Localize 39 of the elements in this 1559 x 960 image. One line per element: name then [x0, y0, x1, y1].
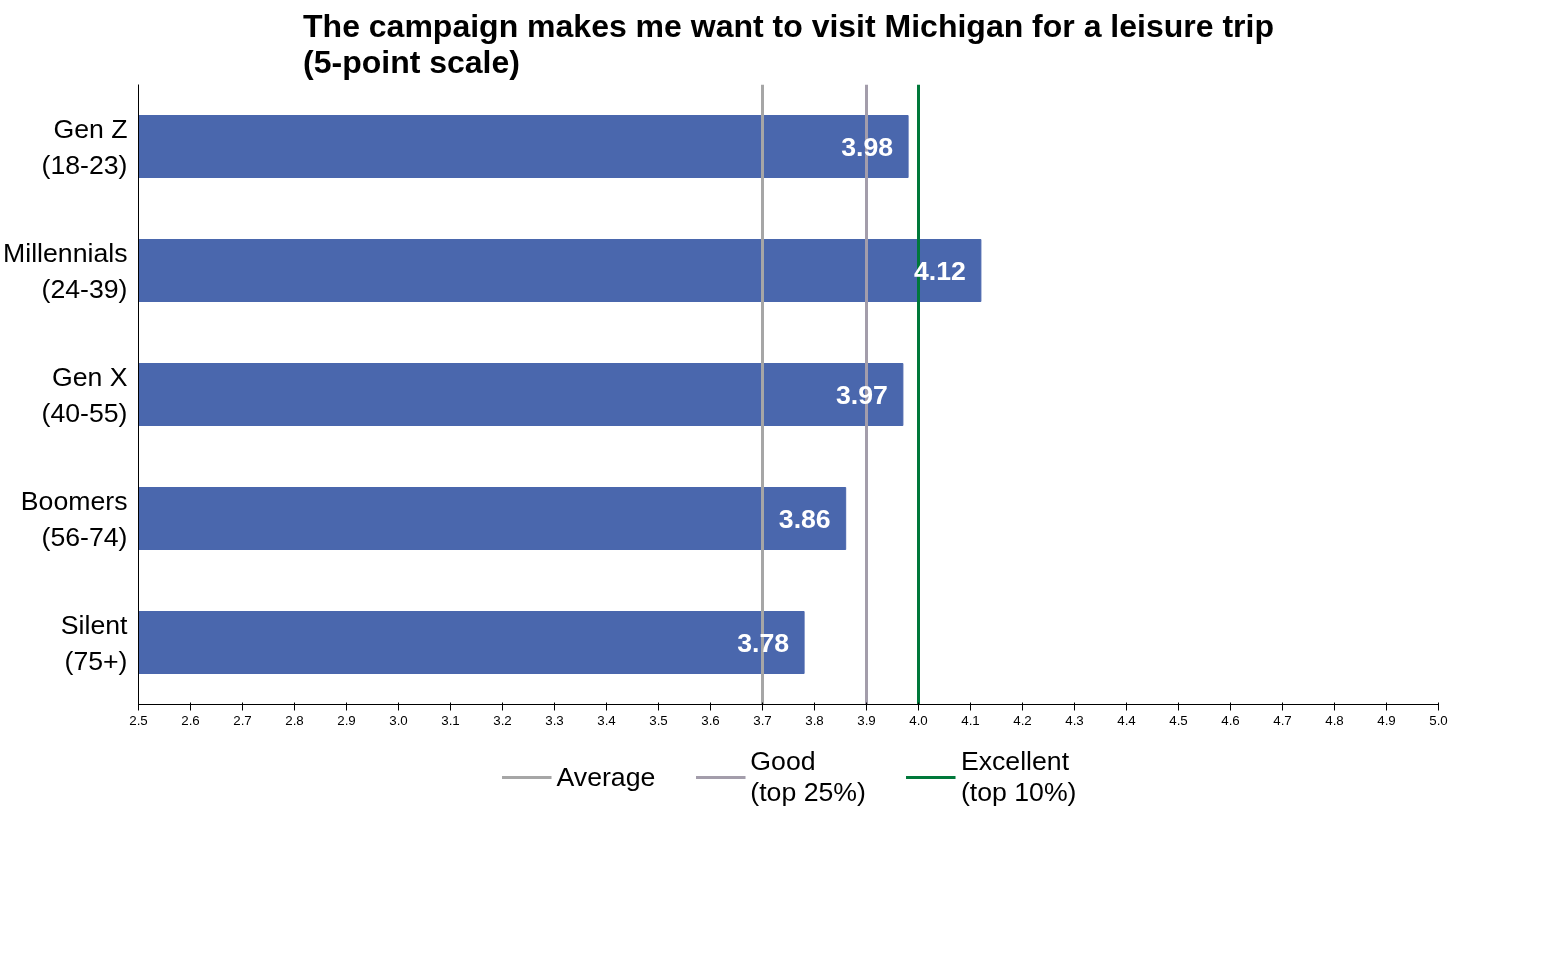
x-tick-label: 3.3 — [545, 712, 564, 728]
y-tick-label: Silent (75+) — [60, 609, 129, 676]
x-tick-label: 2.5 — [129, 712, 148, 728]
x-tick-label: 3.9 — [857, 712, 876, 728]
x-tick-label: 4.5 — [1169, 712, 1188, 728]
x-tick-label: 3.2 — [493, 712, 512, 728]
x-tick-label: 3.4 — [597, 712, 617, 728]
x-tick-label: 3.5 — [649, 712, 668, 728]
legend-label: Good (top 25%) — [750, 746, 866, 808]
chart-title: The campaign makes me want to visit Michigan for a leisure trip (5-point scale) — [303, 7, 1274, 80]
data-label: 3.97 — [836, 379, 888, 410]
x-tick-label: 3.7 — [753, 712, 772, 728]
x-tick-label: 3.1 — [441, 712, 460, 728]
x-tick-label: 2.6 — [181, 712, 200, 728]
x-tick-label: 4.1 — [961, 712, 980, 728]
x-tick-label: 2.8 — [285, 712, 304, 728]
x-tick-label: 2.7 — [233, 712, 252, 728]
x-tick-label: 4.7 — [1273, 712, 1292, 728]
y-tick-label: Gen X (40-55) — [41, 361, 128, 428]
x-tick-label: 4.8 — [1325, 712, 1344, 728]
x-tick-label: 2.9 — [337, 712, 356, 728]
y-tick-label: Boomers (56-74) — [20, 485, 128, 552]
legend-label: Excellent (top 10%) — [960, 746, 1077, 808]
x-tick-label: 4.2 — [1013, 712, 1032, 728]
x-tick-label: 3.8 — [805, 712, 824, 728]
x-tick-label: 4.3 — [1065, 712, 1084, 728]
data-label: 3.98 — [841, 131, 894, 162]
y-tick-label: Gen Z (18-23) — [41, 113, 128, 180]
y-tick-label: Millennials (24-39) — [3, 237, 128, 304]
data-label: 3.78 — [737, 627, 790, 658]
x-tick-label: 4.6 — [1221, 712, 1240, 728]
x-tick-label: 4.0 — [909, 712, 928, 728]
data-label: 3.86 — [778, 503, 831, 534]
x-tick-label: 4.4 — [1117, 712, 1137, 728]
x-tick-label: 3.0 — [389, 712, 408, 728]
x-tick-label: 3.6 — [701, 712, 720, 728]
x-tick-label: 5.0 — [1429, 712, 1448, 728]
x-tick-label: 4.9 — [1377, 712, 1396, 728]
legend-label: Average — [556, 761, 656, 793]
